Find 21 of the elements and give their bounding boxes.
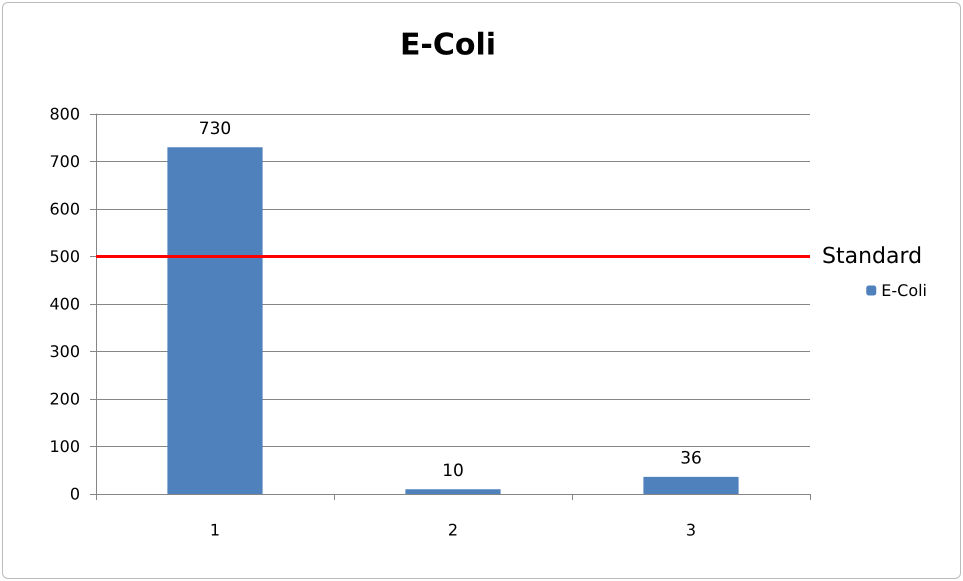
y-tick-label: 700: [49, 152, 80, 171]
data-label: 36: [680, 448, 702, 468]
x-tick-label: 2: [448, 520, 458, 540]
y-tick-label: 0: [70, 484, 80, 504]
chart-title: E-Coli: [400, 28, 496, 62]
y-tick-label: 200: [49, 390, 80, 408]
y-tick-label: 400: [49, 294, 80, 314]
bar: [167, 147, 263, 494]
legend-label: E-Coli: [881, 281, 927, 300]
bar: [643, 476, 739, 494]
y-tick-label: 600: [49, 200, 80, 218]
bar: [405, 489, 501, 494]
data-label: 730: [198, 118, 232, 139]
y-tick-label: 800: [49, 104, 80, 124]
y-tick-label: 100: [49, 437, 80, 456]
ref-line-label: Standard: [822, 244, 922, 269]
data-label: 10: [442, 460, 464, 481]
x-tick-label: 1: [210, 520, 220, 540]
x-tick-label: 3: [686, 520, 696, 540]
y-tick-label: 300: [49, 342, 80, 361]
y-tick-label: 500: [49, 247, 80, 266]
